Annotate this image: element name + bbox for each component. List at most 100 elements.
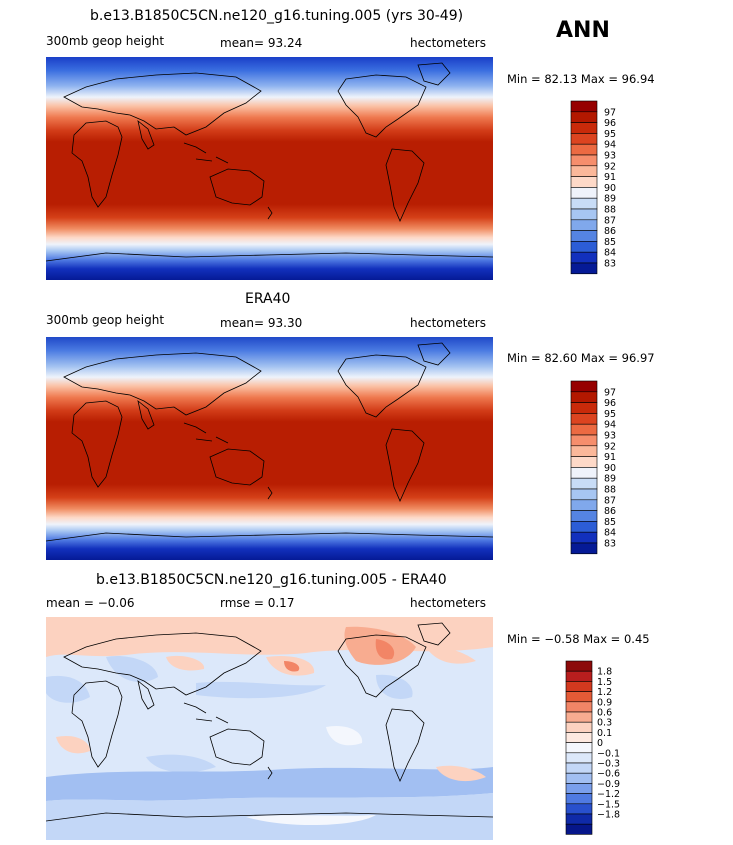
legend-swatch: [570, 413, 598, 425]
legend-swatch: [565, 772, 593, 784]
legend-label: 90: [604, 183, 616, 194]
legend-swatch: [570, 241, 598, 253]
legend-label: 0.1: [597, 728, 612, 739]
legend-swatch: [565, 762, 593, 774]
panel-2-variable: 300mb geop height: [46, 313, 165, 327]
panel-1-units: hectometers: [410, 36, 486, 50]
legend-label: 97: [604, 107, 616, 118]
legend-swatch: [570, 176, 598, 188]
legend-label: 83: [604, 259, 616, 270]
panel-3-title: b.e13.B1850C5CN.ne120_g16.tuning.005 - E…: [96, 572, 447, 588]
legend-label: −0.1: [597, 748, 620, 759]
legend-swatch: [570, 187, 598, 199]
panel-3-coastlines: [46, 622, 493, 822]
legend-label: 96: [604, 118, 616, 129]
panel-3-units: hectometers: [410, 596, 486, 610]
legend-swatch: [570, 143, 598, 156]
season-label: ANN: [556, 18, 610, 43]
legend-label: 90: [604, 463, 616, 474]
legend-label: 0: [597, 738, 603, 749]
panel-2-map: [46, 337, 493, 560]
legend-swatch: [570, 208, 598, 221]
panel-3-mean: mean = −0.06: [46, 596, 135, 610]
legend-label: 96: [604, 398, 616, 409]
legend-label: 91: [604, 172, 616, 183]
panel-1-minmax: Min = 82.13 Max = 96.94: [507, 72, 655, 86]
legend-label: 85: [604, 237, 616, 248]
legend-label: 92: [604, 161, 616, 172]
panel-2-title: ERA40: [245, 291, 291, 307]
legend-label: 1.5: [597, 677, 612, 688]
legend-label: 0.9: [597, 697, 612, 708]
panel-2-units: hectometers: [410, 316, 486, 330]
legend-swatch: [570, 262, 598, 275]
panel-2-field: [46, 337, 493, 560]
legend-swatch: [565, 711, 593, 723]
legend-swatch: [570, 251, 598, 264]
legend-swatch: [565, 721, 593, 733]
legend-swatch: [570, 111, 598, 123]
legend-swatch: [570, 510, 598, 522]
legend-swatch: [570, 100, 598, 113]
legend-label: 94: [604, 140, 616, 151]
legend-label: 85: [604, 517, 616, 528]
legend-label: 97: [604, 387, 616, 398]
legend-swatch: [565, 670, 593, 682]
legend-label: 93: [604, 431, 616, 442]
legend-swatch: [565, 813, 593, 825]
legend-swatch: [570, 467, 598, 479]
legend-swatch: [565, 803, 593, 815]
legend-swatch: [570, 154, 598, 167]
legend-label: 88: [604, 205, 616, 216]
legend-swatch: [570, 122, 598, 134]
legend-label: 89: [604, 194, 616, 205]
legend-label: 95: [604, 129, 616, 140]
legend-swatch: [565, 742, 593, 754]
legend-swatch: [570, 542, 598, 555]
legend-swatch: [570, 434, 598, 447]
legend-swatch: [565, 823, 593, 835]
legend-label: −0.6: [597, 769, 620, 780]
panel-2-mean: mean= 93.30: [220, 316, 303, 330]
legend-swatch: [565, 691, 593, 703]
legend-label: 84: [604, 528, 616, 539]
panel-2-minmax: Min = 82.60 Max = 96.97: [507, 351, 655, 365]
legend-swatch: [570, 197, 598, 210]
panel-3-anomaly-patches: [46, 617, 493, 840]
legend-label: 91: [604, 452, 616, 463]
legend-label: 87: [604, 215, 616, 226]
legend-label: 94: [604, 420, 616, 431]
panel-1-mean: mean= 93.24: [220, 36, 303, 50]
legend-swatch: [570, 423, 598, 436]
legend-label: 84: [604, 248, 616, 259]
legend-label: −1.5: [597, 799, 620, 810]
legend-swatch: [570, 499, 598, 511]
legend-swatch: [565, 732, 593, 743]
legend-label: 1.2: [597, 687, 612, 698]
panel-1-map: [46, 57, 493, 280]
legend-label: 87: [604, 495, 616, 506]
legend-label: −1.8: [597, 810, 620, 821]
legend-label: 88: [604, 485, 616, 496]
legend-label: 93: [604, 151, 616, 162]
legend-swatch: [570, 477, 598, 490]
panel-3-legend: 1.81.51.20.90.60.30.10−0.1−0.3−0.6−0.9−1…: [565, 660, 620, 835]
legend-label: 1.8: [597, 667, 612, 678]
legend-swatch: [570, 219, 598, 231]
legend-swatch: [570, 445, 598, 457]
legend-swatch: [570, 456, 598, 468]
panel-3-rmse: rmse = 0.17: [220, 596, 295, 610]
legend-swatch: [565, 660, 593, 672]
legend-label: 92: [604, 441, 616, 452]
panel-1-variable: 300mb geop height: [46, 34, 165, 48]
legend-label: 83: [604, 539, 616, 550]
legend-label: 0.3: [597, 718, 612, 729]
legend-swatch: [565, 701, 593, 713]
panel-3-minmax: Min = −0.58 Max = 0.45: [507, 632, 650, 646]
legend-label: 95: [604, 409, 616, 420]
legend-label: 89: [604, 474, 616, 485]
panel-1-coastlines: [46, 62, 493, 262]
panel-1-title: b.e13.B1850C5CN.ne120_g16.tuning.005 (yr…: [90, 8, 464, 24]
legend-swatch: [565, 752, 593, 764]
